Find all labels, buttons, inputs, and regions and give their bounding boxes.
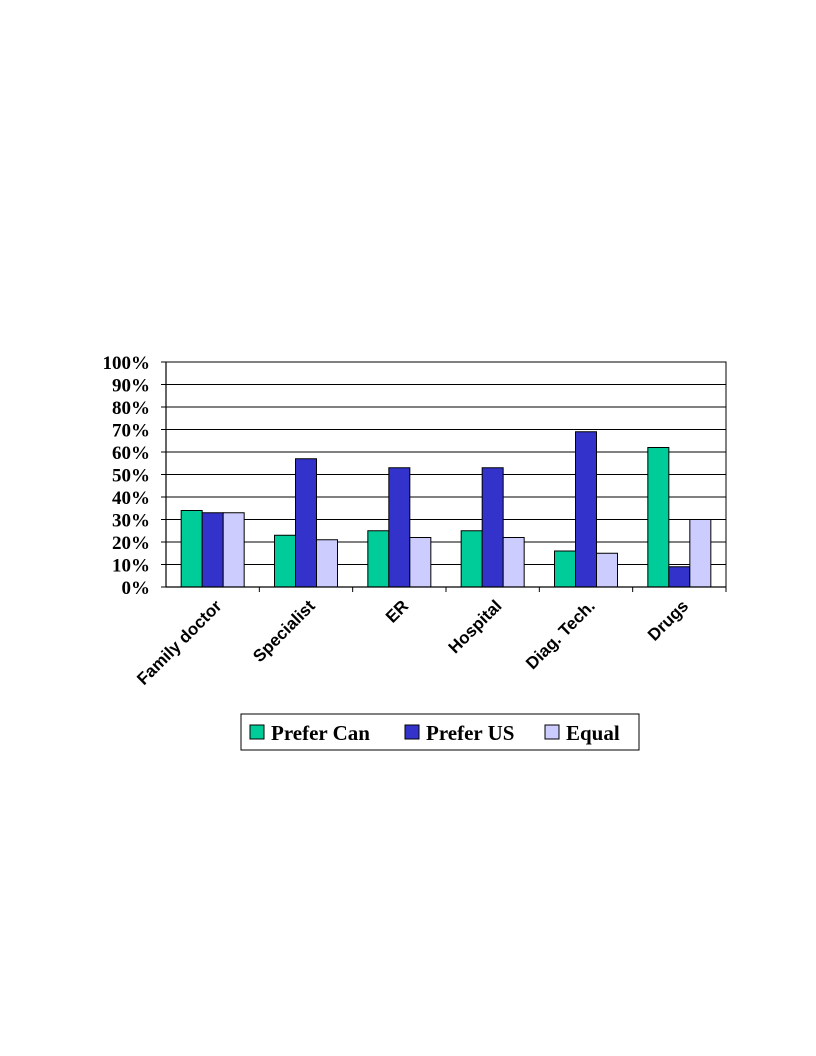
- bar-prefer-us-2: [388, 467, 411, 588]
- x-tick-label: Hospital: [445, 596, 506, 657]
- x-tick-label: Drugs: [644, 596, 692, 644]
- bar-equal-2: [409, 537, 432, 588]
- bar-prefer-us-5: [668, 566, 691, 588]
- bar-prefer-us-0: [201, 512, 224, 588]
- bar-prefer-can-3: [460, 530, 483, 588]
- legend-swatch-prefer-us: [404, 724, 420, 740]
- x-tick-label: Specialist: [249, 596, 319, 666]
- y-tick-label: 90%: [112, 376, 150, 397]
- bar-prefer-can-4: [554, 550, 576, 588]
- x-tick-label: Family doctor: [133, 596, 226, 689]
- gridlines: [165, 361, 727, 588]
- y-tick-label: 0%: [122, 578, 151, 599]
- bar-prefer-can-0: [180, 510, 203, 588]
- legend-label: Prefer US: [426, 721, 514, 745]
- legend: Prefer Can Prefer US Equal: [240, 713, 640, 751]
- bar-prefer-us-1: [295, 458, 317, 588]
- bar-prefer-can-1: [274, 534, 296, 588]
- y-axis-ticks: 0%10%20%30%40%50%60%70%80%90%100%: [103, 353, 151, 599]
- x-tick-label: ER: [382, 596, 412, 626]
- bar-prefer-us-4: [575, 431, 597, 588]
- y-tick-label: 80%: [112, 398, 150, 419]
- y-tick-label: 50%: [112, 466, 150, 487]
- y-tick-label: 30%: [112, 511, 150, 532]
- x-axis-ticks: Family doctor Specialist ER Hospital Diag. T…: [133, 596, 692, 689]
- y-tick-label: 20%: [112, 533, 150, 554]
- x-tick-label: Diag. Tech.: [522, 596, 599, 673]
- y-tick-label: 60%: [112, 443, 150, 464]
- legend-box: [240, 713, 640, 751]
- y-tick-label: 100%: [103, 353, 151, 374]
- bar-prefer-us-3: [481, 467, 504, 588]
- y-tick-label: 40%: [112, 488, 150, 509]
- legend-label: Prefer Can: [271, 721, 370, 745]
- bar-prefer-can-2: [367, 530, 390, 588]
- bar-equal-1: [316, 539, 338, 588]
- axes: [161, 361, 727, 592]
- bar-equal-3: [502, 537, 525, 588]
- legend-swatch-prefer-can: [249, 724, 265, 740]
- bars: [180, 431, 712, 588]
- bar-equal-4: [596, 552, 618, 588]
- y-tick-label: 70%: [112, 421, 150, 442]
- bar-equal-5: [689, 519, 712, 588]
- legend-label: Equal: [566, 721, 620, 745]
- y-tick-label: 10%: [112, 556, 150, 577]
- legend-swatch-equal: [544, 724, 560, 740]
- bar-equal-0: [222, 512, 245, 588]
- bar-prefer-can-5: [647, 447, 670, 588]
